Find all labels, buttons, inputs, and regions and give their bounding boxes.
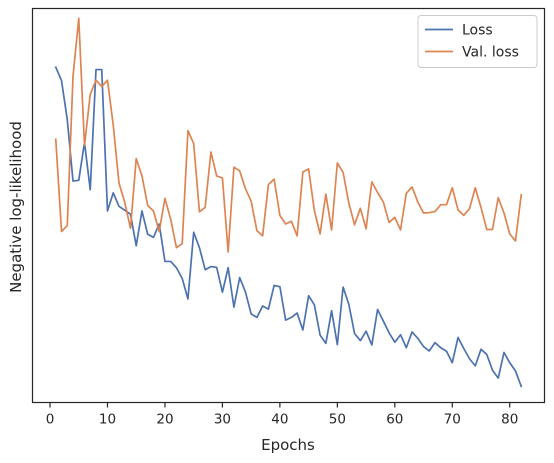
legend-label: Val. loss — [462, 45, 519, 61]
x-tick-label: 30 — [214, 412, 231, 428]
x-tick-label: 50 — [329, 412, 346, 428]
series-line-val-loss — [54, 17, 523, 253]
x-tick-label: 0 — [46, 412, 55, 428]
x-axis-ticks: 0 10 20 30 40 50 60 70 80 — [46, 402, 518, 428]
x-tick-label: 60 — [386, 412, 403, 428]
x-tick-label: 20 — [156, 412, 173, 428]
x-tick-label: 40 — [271, 412, 288, 428]
plot-lines — [54, 17, 523, 388]
x-tick-label: 70 — [444, 412, 461, 428]
x-tick-label: 10 — [99, 412, 116, 428]
legend: Loss Val. loss — [417, 15, 538, 68]
legend-label: Loss — [462, 23, 493, 39]
x-axis-label: Epochs — [261, 436, 315, 454]
plot-frame — [31, 7, 546, 404]
legend-box — [417, 15, 538, 68]
series-line-loss — [54, 66, 523, 388]
x-tick-label: 80 — [501, 412, 518, 428]
y-axis-label: Negative log-likelihood — [7, 121, 25, 293]
